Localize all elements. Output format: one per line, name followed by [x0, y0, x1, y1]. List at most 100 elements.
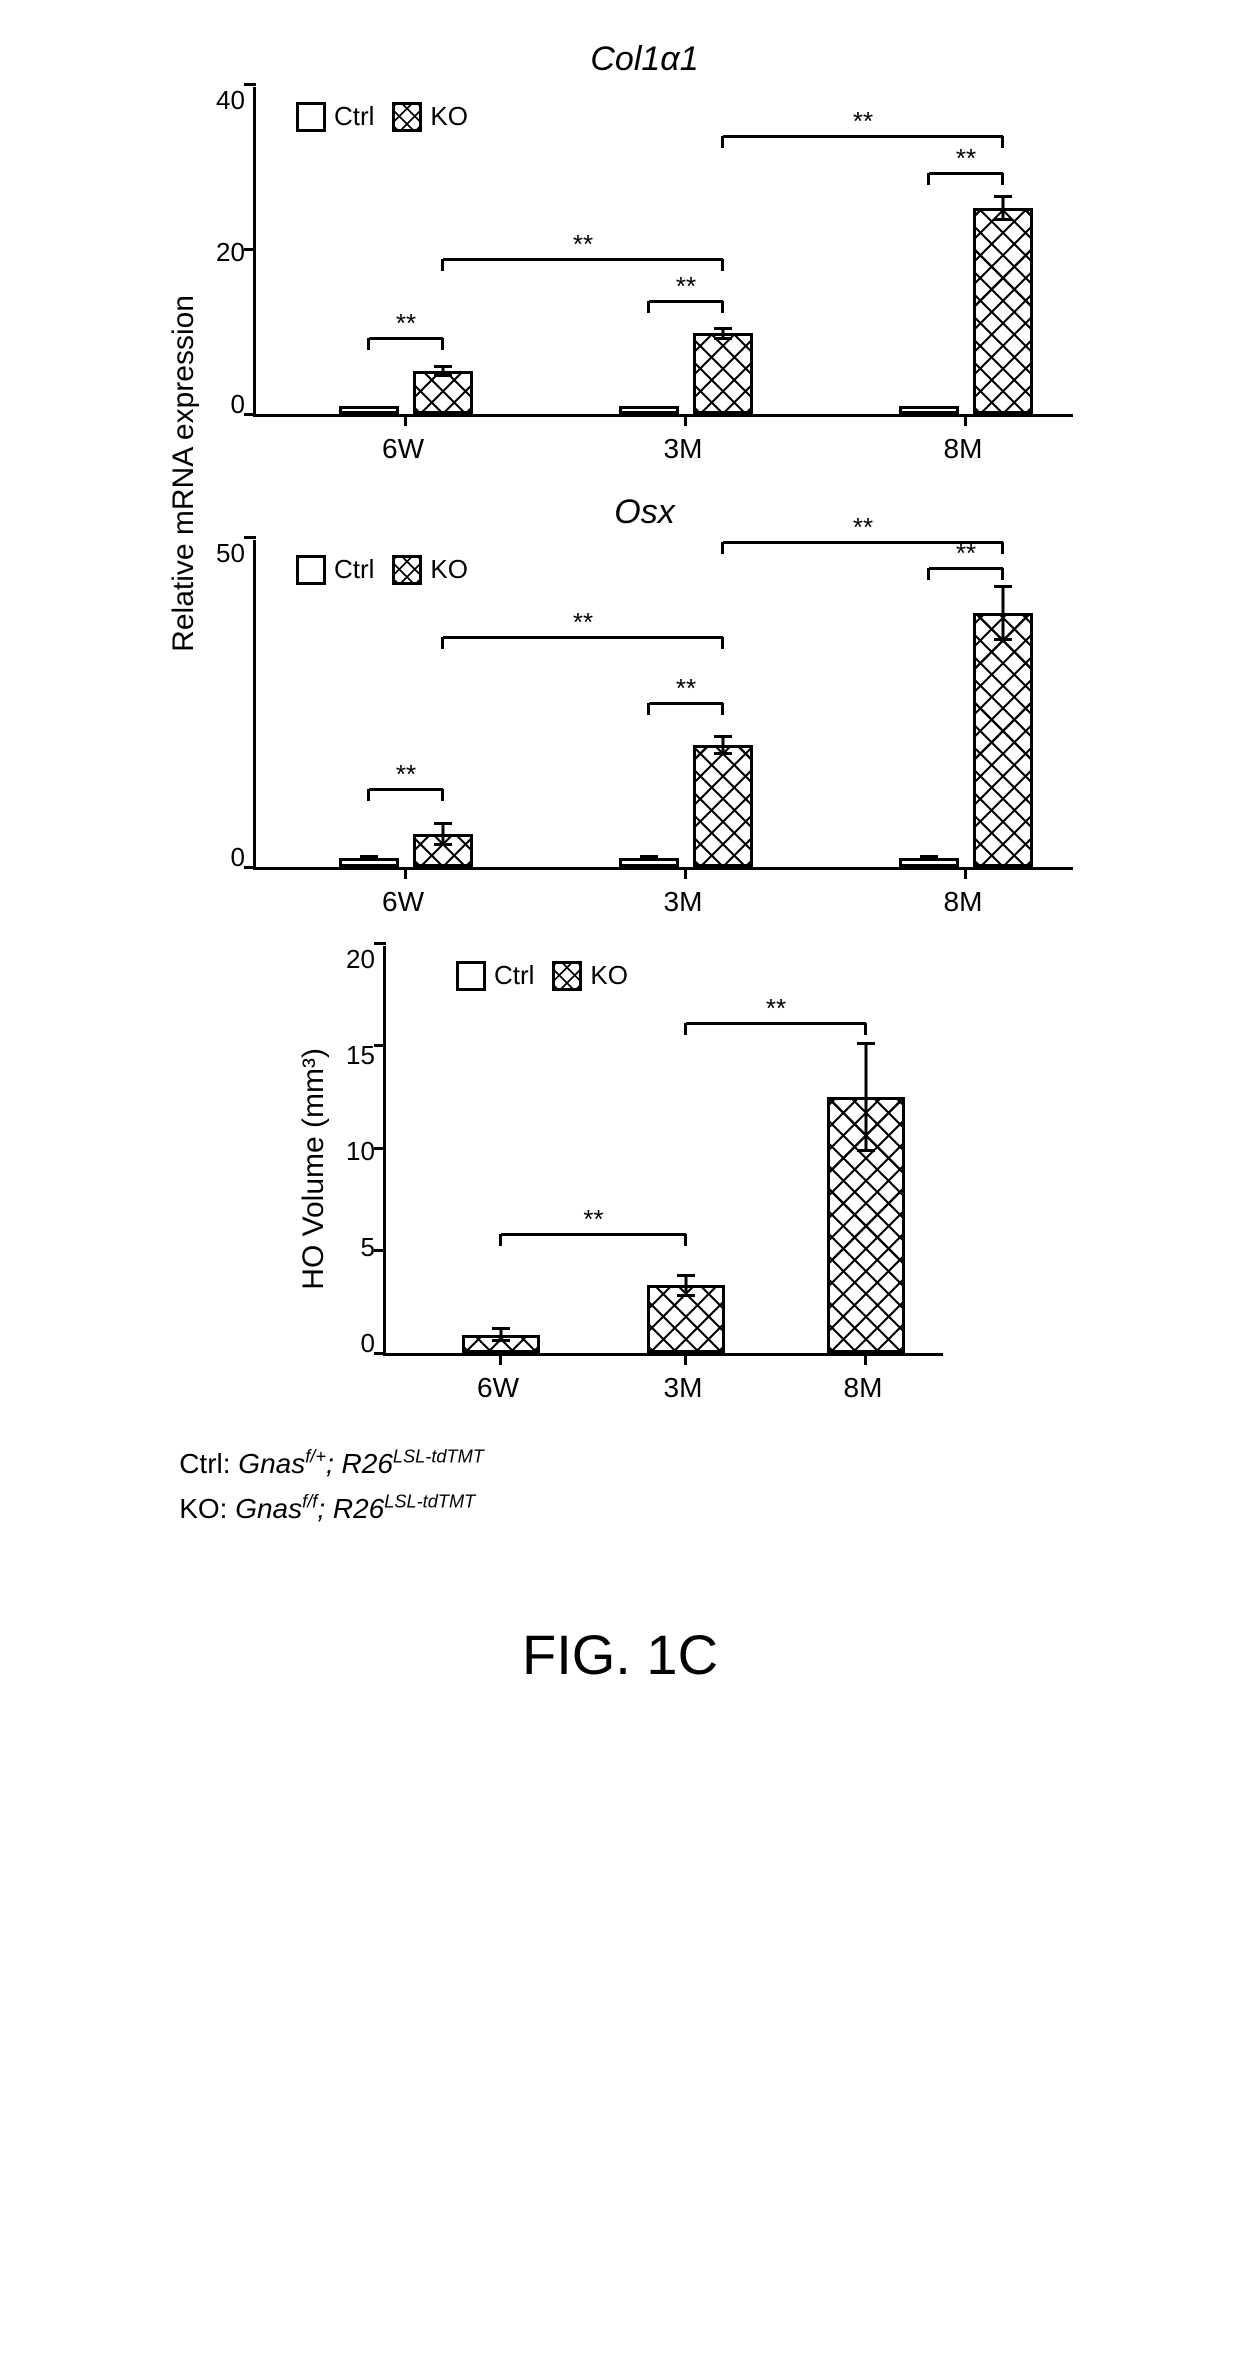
xtick-label: 8M: [944, 886, 983, 918]
figure-1c: Relative mRNA expression Col1α140200Ctrl…: [40, 40, 1200, 1687]
ytick-mark: [374, 1044, 386, 1047]
sig-drop: [721, 703, 724, 715]
chart-osx-title: Osx: [614, 493, 674, 532]
legend: CtrlKO: [456, 960, 628, 991]
legend-swatch-hatch: [392, 555, 422, 585]
ytick-label: 20: [346, 946, 375, 972]
xtick-label: 3M: [664, 433, 703, 465]
xtick-label: 8M: [944, 433, 983, 465]
ko-gene: Gnas: [235, 1493, 302, 1524]
sig-stars: **: [853, 514, 873, 540]
sig-drop: [1001, 173, 1004, 185]
sig-drop: [1001, 136, 1004, 148]
xtick-label: 6W: [382, 886, 424, 918]
legend-item-ko: KO: [392, 554, 468, 585]
sig-stars: **: [956, 540, 976, 566]
mrna-charts-column: Col1α140200CtrlKO**********6W3M8M Osx500…: [216, 40, 1073, 906]
sig-drop: [499, 1234, 502, 1246]
mrna-charts-group: Relative mRNA expression Col1α140200Ctrl…: [167, 40, 1073, 906]
sig-stars: **: [676, 675, 696, 701]
sig-drop: [441, 259, 444, 271]
error-cap: [857, 1149, 875, 1152]
error-bar: [1001, 587, 1004, 640]
ko-gene2: R26: [333, 1493, 384, 1524]
ytick-label: 20: [216, 239, 245, 265]
sig-drop: [721, 259, 724, 271]
xtick-label: 3M: [664, 886, 703, 918]
sig-drop: [721, 637, 724, 649]
ytick-label: 0: [360, 1330, 374, 1356]
figure-label: FIG. 1C: [522, 1622, 718, 1687]
xtick-label: 8M: [844, 1372, 883, 1404]
chart-col1a1-plot-wrap: 40200CtrlKO**********: [216, 87, 1073, 417]
error-cap: [994, 195, 1012, 198]
ytick-mark: [374, 1147, 386, 1150]
ytick-label: 10: [346, 1138, 375, 1164]
legend-item-ko: KO: [392, 101, 468, 132]
legend-item-ctrl: Ctrl: [296, 101, 374, 132]
legend-label-ctrl: Ctrl: [334, 101, 374, 132]
error-bar: [721, 736, 724, 753]
chart-osx-plot-wrap: 500CtrlKO**********: [216, 540, 1073, 870]
error-cap: [434, 843, 452, 846]
sig-stars: **: [573, 609, 593, 635]
legend-item-ctrl: Ctrl: [456, 960, 534, 991]
ctrl-prefix: Ctrl:: [179, 1448, 238, 1479]
bar-ctrl: [619, 406, 679, 414]
error-cap: [994, 638, 1012, 641]
error-bar: [684, 1275, 687, 1296]
bar-ko: [973, 208, 1033, 414]
ytick-mark: [244, 83, 256, 86]
sig-drop: [367, 338, 370, 350]
shared-ylabel: Relative mRNA expression: [167, 295, 201, 652]
xtick-label: 6W: [382, 433, 424, 465]
error-cap: [492, 1339, 510, 1342]
ytick-mark: [244, 866, 256, 869]
chart-osx-plot-area: CtrlKO**********: [253, 540, 1073, 870]
error-cap: [434, 374, 452, 377]
ytick-mark: [374, 942, 386, 945]
sig-drop: [864, 1023, 867, 1035]
ytick-label: 50: [216, 540, 245, 566]
genotype-ko: KO: Gnasf/f; R26LSL-tdTMT: [179, 1487, 484, 1532]
ctrl-sep: ;: [326, 1448, 342, 1479]
sig-drop: [721, 301, 724, 313]
error-cap: [677, 1294, 695, 1297]
error-cap: [714, 735, 732, 738]
bar-ctrl: [899, 406, 959, 414]
sig-drop: [721, 542, 724, 554]
sig-stars: **: [583, 1206, 603, 1232]
error-cap: [360, 858, 378, 861]
error-cap: [994, 218, 1012, 221]
error-bar: [864, 1043, 867, 1150]
ytick-mark: [244, 248, 256, 251]
legend-label-ctrl: Ctrl: [494, 960, 534, 991]
sig-drop: [441, 789, 444, 801]
hovol-ylabel: HO Volume (mm³): [297, 1048, 331, 1290]
legend-swatch-hatch: [392, 102, 422, 132]
ko-allele: f/f: [302, 1491, 317, 1511]
ctrl-allele2: LSL-tdTMT: [393, 1447, 484, 1467]
sig-stars: **: [956, 145, 976, 171]
sig-stars: **: [676, 273, 696, 299]
ko-sep: ;: [317, 1493, 333, 1524]
ytick-mark: [244, 413, 256, 416]
chart-col1a1-xaxis: 6W3M8M: [253, 417, 1073, 453]
sig-drop: [684, 1023, 687, 1035]
sig-drop: [721, 136, 724, 148]
chart-col1a1-plot-area: CtrlKO**********: [253, 87, 1073, 417]
legend-swatch-open: [296, 102, 326, 132]
legend-label-ko: KO: [430, 554, 468, 585]
error-bar: [1001, 196, 1004, 219]
ko-allele2: LSL-tdTMT: [384, 1491, 475, 1511]
sig-drop: [927, 173, 930, 185]
chart-osx: Osx500CtrlKO**********6W3M8M: [216, 493, 1073, 906]
ytick-mark: [374, 1352, 386, 1355]
bar-ctrl: [339, 406, 399, 414]
error-cap: [920, 858, 938, 861]
sig-stars: **: [396, 310, 416, 336]
sig-stars: **: [396, 761, 416, 787]
hovol-chart-group: HO Volume (mm³) 20151050CtrlKO****6W3M8M: [297, 946, 943, 1392]
sig-stars: **: [766, 995, 786, 1021]
sig-drop: [441, 637, 444, 649]
